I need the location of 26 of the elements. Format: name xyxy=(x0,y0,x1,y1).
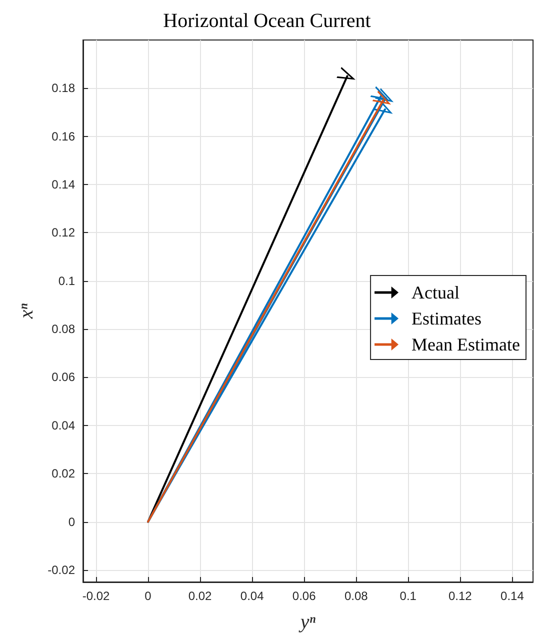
y-tick-label: 0.08 xyxy=(52,322,76,336)
y-tick-label: 0.1 xyxy=(58,274,76,288)
x-tick-label: -0.02 xyxy=(82,589,110,603)
x-tick-label: 0.06 xyxy=(292,589,316,603)
y-tick-label: 0 xyxy=(68,514,76,529)
y-tick-label: -0.02 xyxy=(48,562,76,577)
x-tick-label: 0.14 xyxy=(500,589,524,603)
y-tick-label: 0.16 xyxy=(52,129,76,144)
x-tick-label: 0.08 xyxy=(344,589,368,603)
x-tick-label: 0 xyxy=(144,589,152,603)
x-tick-label: 0.04 xyxy=(240,589,264,603)
x-tick-label: 0.02 xyxy=(188,589,212,603)
chart-title: Horizontal Ocean Current xyxy=(163,10,372,32)
x-tick-label: 0.12 xyxy=(448,589,472,603)
legend-label: Actual xyxy=(412,282,460,302)
legend-label: Mean Estimate xyxy=(412,334,520,354)
x-tick-label: 0.1 xyxy=(400,589,417,603)
y-axis-title: xⁿ xyxy=(16,302,38,320)
y-tick-label: 0.14 xyxy=(52,178,76,192)
y-tick-label: 0.06 xyxy=(52,370,76,384)
y-tick-label: 0.12 xyxy=(52,226,76,240)
x-axis-title: yⁿ xyxy=(298,611,316,633)
legend-label: Estimates xyxy=(412,308,482,328)
y-tick-label: 0.18 xyxy=(52,81,76,96)
y-tick-label: 0.04 xyxy=(52,418,76,432)
y-tick-label: 0.02 xyxy=(52,466,76,481)
